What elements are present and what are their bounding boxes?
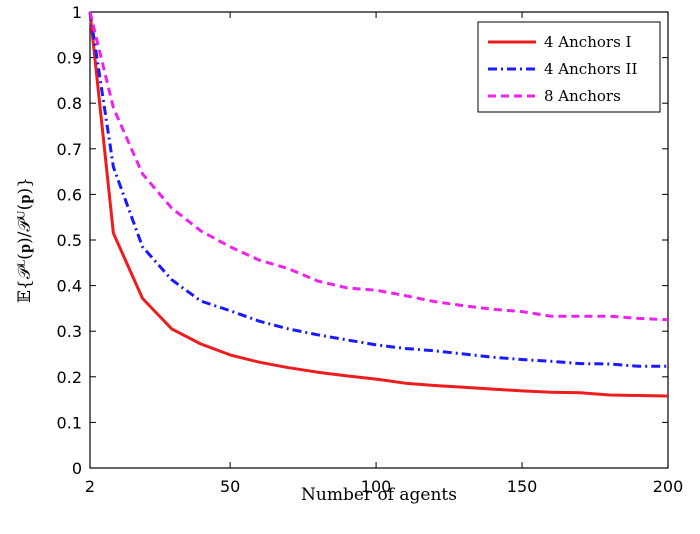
y-tick-label: 0.6 (57, 185, 82, 204)
y-tick-label: 0.4 (57, 277, 82, 296)
y-tick-label: 0 (72, 459, 82, 478)
legend-label: 8 Anchors (544, 87, 621, 105)
y-tick-label: 0.2 (57, 368, 82, 387)
series-line-1 (88, 11, 669, 398)
x-tick-label: 100 (361, 477, 392, 496)
legend-label: 4 Anchors II (544, 60, 637, 78)
y-tick-label: 0.8 (57, 94, 82, 113)
y-tick-label: 0.7 (57, 140, 82, 159)
y-tick-label: 0.3 (57, 322, 82, 341)
x-axis-title: Number of agents (301, 485, 457, 505)
x-axis: 2 50 100 150 200 (85, 12, 683, 496)
y-tick-label: 0.5 (57, 231, 82, 250)
legend-label: 4 Anchors I (544, 33, 632, 51)
series-layer (88, 11, 669, 398)
y-axis-title: 𝔼{𝒫ᴸ(𝐩)/𝒫ᵁ(𝐩)} (15, 177, 35, 303)
y-tick-label: 1 (72, 3, 82, 22)
series-line-2 (88, 11, 668, 368)
y-tick-label: 0.9 (57, 49, 82, 68)
y-axis: 0 0.1 0.2 0.3 0.4 0.5 0.6 0.7 0.8 0.9 1 (57, 3, 668, 478)
x-tick-label: 50 (220, 477, 240, 496)
y-tick-label: 0.1 (57, 413, 82, 432)
x-tick-label: 150 (507, 477, 538, 496)
series-line-3 (88, 11, 669, 322)
x-tick-label: 200 (653, 477, 684, 496)
x-tick-label: 2 (85, 477, 95, 496)
legend: 4 Anchors I 4 Anchors II 8 Anchors (477, 21, 661, 113)
